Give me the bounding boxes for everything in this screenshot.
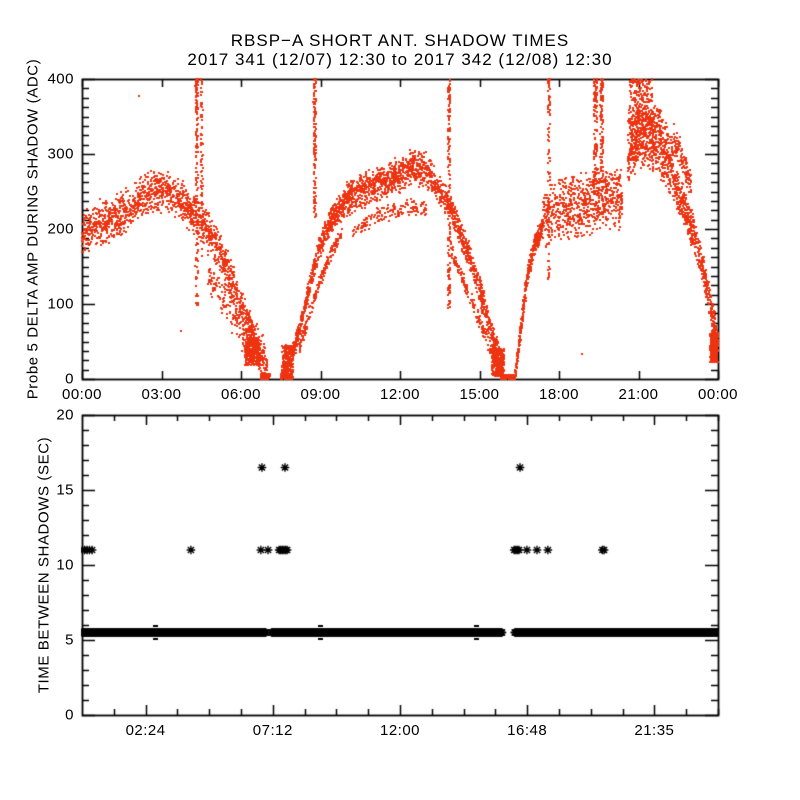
top-x-tick-label: 09:00	[300, 386, 341, 403]
top-x-tick-label: 00:00	[61, 386, 103, 403]
top-x-tick-label: 15:00	[459, 386, 500, 403]
top-y-axis-label: Probe 5 DELTA AMP DURING SHADOW (ADC)	[24, 58, 42, 400]
bottom-y-tick-label: 5	[65, 631, 74, 649]
bottom-x-tick-label: 16:48	[507, 722, 548, 739]
bottom-x-tick-label: 07:12	[252, 722, 293, 739]
chart-title: RBSP−A SHORT ANT. SHADOW TIMES	[230, 31, 570, 50]
top-y-tick-label: 0	[65, 370, 74, 388]
bottom-y-tick-label: 0	[65, 706, 74, 724]
top-y-tick-label: 100	[47, 295, 74, 313]
bottom-x-tick-label: 12:00	[379, 722, 421, 739]
bottom-y-tick-label: 20	[56, 406, 74, 424]
top-x-tick-label: 00:00	[697, 386, 739, 403]
top-x-tick-label: 06:00	[220, 386, 262, 403]
top-y-tick-label: 400	[47, 70, 74, 88]
top-x-tick-label: 12:00	[379, 386, 421, 403]
bottom-y-tick-label: 10	[56, 556, 74, 574]
chart-subtitle: 2017 341 (12/07) 12:30 to 2017 342 (12/0…	[187, 50, 613, 69]
top-y-tick-label: 200	[47, 220, 74, 238]
top-y-tick-label: 300	[47, 145, 74, 163]
top-x-tick-label: 21:00	[618, 386, 659, 403]
bottom-y-axis-label: TIME BETWEEN SHADOWS (SEC)	[35, 436, 53, 694]
bottom-x-tick-label: 02:24	[125, 722, 166, 739]
bottom-x-tick-label: 21:35	[634, 722, 675, 739]
top-x-tick-label: 03:00	[141, 386, 182, 403]
top-x-tick-label: 18:00	[538, 386, 580, 403]
bottom-y-tick-label: 15	[56, 481, 74, 499]
